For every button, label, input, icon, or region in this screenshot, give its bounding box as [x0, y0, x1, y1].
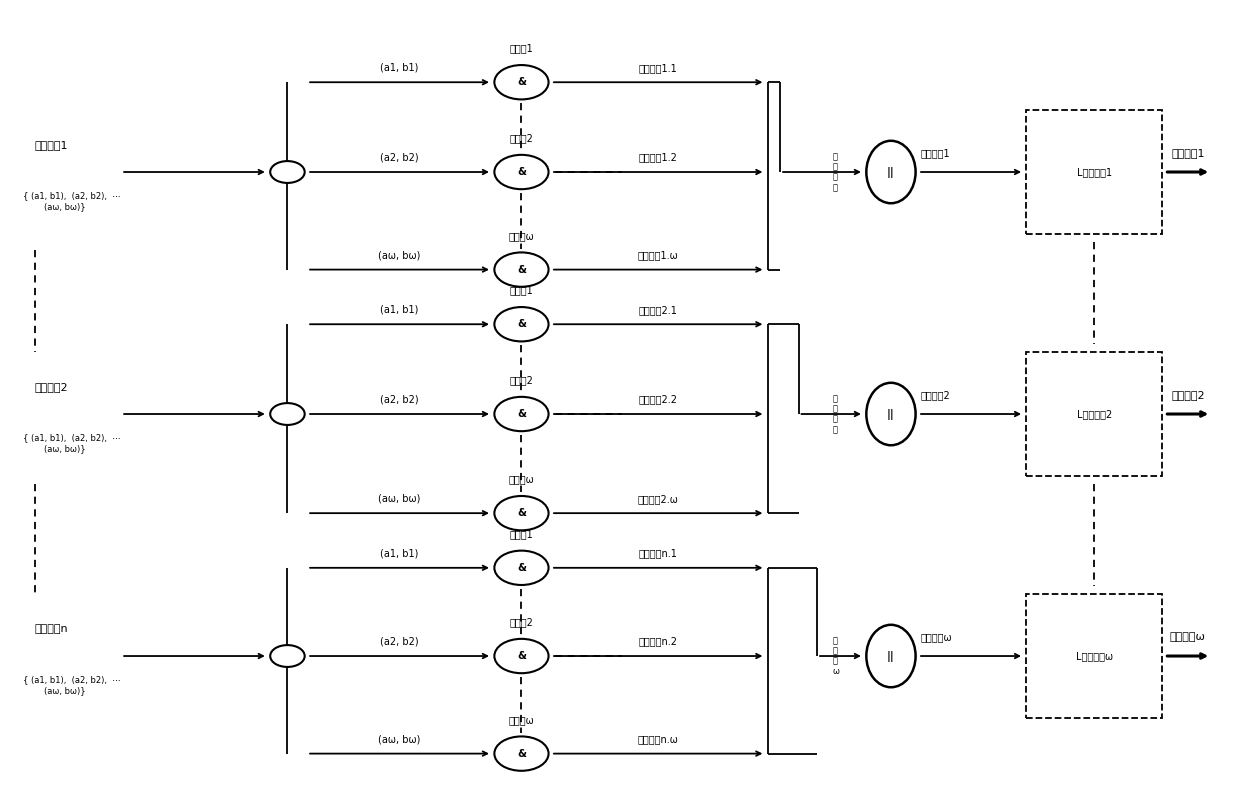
Text: (a2, b2): (a2, b2)	[381, 394, 419, 405]
Text: 与运算1: 与运算1	[510, 43, 533, 54]
Text: 支路信号n.2: 支路信号n.2	[639, 637, 678, 647]
Text: 与运算2: 与运算2	[510, 133, 533, 143]
Text: L位寄存器2: L位寄存器2	[1076, 409, 1112, 419]
Text: 支路信号1.1: 支路信号1.1	[639, 63, 677, 73]
Ellipse shape	[867, 383, 915, 445]
Text: &: &	[517, 409, 526, 419]
Text: 编码信号2: 编码信号2	[1172, 390, 1205, 400]
Text: (a1, b1): (a1, b1)	[381, 63, 419, 73]
Text: { (a1, b1),  (a2, b2),  ⋯
        (aω, bω)}: { (a1, b1), (a2, b2), ⋯ (aω, bω)}	[22, 675, 120, 695]
Text: (aω, bω): (aω, bω)	[378, 494, 420, 504]
Text: 编码信号2: 编码信号2	[920, 390, 950, 400]
Ellipse shape	[867, 140, 915, 204]
Circle shape	[495, 307, 548, 342]
Text: ||: ||	[887, 166, 895, 178]
Text: { (a1, b1),  (a2, b2),  ⋯
        (aω, bω)}: { (a1, b1), (a2, b2), ⋯ (aω, bω)}	[22, 433, 120, 453]
Text: &: &	[517, 749, 526, 758]
Ellipse shape	[867, 625, 915, 687]
Text: L位寄存器ω: L位寄存器ω	[1075, 651, 1112, 661]
Circle shape	[495, 551, 548, 585]
Text: 编码信号ω: 编码信号ω	[920, 632, 952, 642]
Text: &: &	[517, 563, 526, 573]
Text: (aω, bω): (aω, bω)	[378, 735, 420, 744]
Circle shape	[495, 639, 548, 673]
Circle shape	[495, 397, 548, 432]
Text: 与运算ω: 与运算ω	[508, 715, 534, 725]
Bar	[1027, 352, 1162, 477]
Circle shape	[495, 736, 548, 771]
Text: 或
运
算
ω: 或 运 算 ω	[832, 636, 839, 676]
Text: 用户数据2: 用户数据2	[35, 382, 68, 392]
Text: (a2, b2): (a2, b2)	[381, 152, 419, 163]
Text: { (a1, b1),  (a2, b2),  ⋯
        (aω, bω)}: { (a1, b1), (a2, b2), ⋯ (aω, bω)}	[22, 192, 120, 211]
Text: (a1, b1): (a1, b1)	[381, 548, 419, 559]
Text: 支路信号2.ω: 支路信号2.ω	[637, 494, 678, 504]
Text: L位寄存器1: L位寄存器1	[1076, 167, 1112, 177]
Text: 或
运
算
二: 或 运 算 二	[833, 394, 838, 434]
Circle shape	[270, 403, 305, 425]
Text: 与运算1: 与运算1	[510, 529, 533, 539]
Text: (aω, bω): (aω, bω)	[378, 250, 420, 260]
Circle shape	[270, 645, 305, 667]
Text: 编码信号1: 编码信号1	[1172, 148, 1205, 158]
Text: 用户数据n: 用户数据n	[35, 624, 68, 634]
Circle shape	[270, 161, 305, 183]
Text: ||: ||	[887, 650, 895, 661]
Text: 支路信号n.1: 支路信号n.1	[639, 548, 677, 559]
Text: 支路信号2.2: 支路信号2.2	[639, 394, 678, 405]
Text: &: &	[517, 508, 526, 518]
Text: 支路信号2.1: 支路信号2.1	[639, 305, 677, 315]
Text: &: &	[517, 320, 526, 329]
Text: 支路信号1.ω: 支路信号1.ω	[637, 250, 678, 260]
Text: 用户数据1: 用户数据1	[35, 140, 68, 150]
Text: &: &	[517, 651, 526, 661]
Circle shape	[495, 496, 548, 530]
Text: 或
运
算
一: 或 运 算 一	[833, 152, 838, 192]
Text: 支路信号n.ω: 支路信号n.ω	[637, 735, 678, 744]
Circle shape	[495, 155, 548, 189]
Text: 与运算2: 与运算2	[510, 375, 533, 385]
Circle shape	[495, 65, 548, 99]
Bar	[1027, 593, 1162, 719]
Text: 与运算1: 与运算1	[510, 286, 533, 295]
Text: &: &	[517, 264, 526, 275]
Text: 与运算ω: 与运算ω	[508, 230, 534, 241]
Text: (a2, b2): (a2, b2)	[381, 637, 419, 647]
Circle shape	[495, 252, 548, 286]
Text: &: &	[517, 77, 526, 88]
Text: ||: ||	[887, 409, 895, 420]
Bar	[1027, 110, 1162, 234]
Text: 支路信号1.2: 支路信号1.2	[639, 152, 677, 163]
Text: 与运算ω: 与运算ω	[508, 474, 534, 484]
Text: (a1, b1): (a1, b1)	[381, 305, 419, 315]
Text: 编码信号ω: 编码信号ω	[1169, 632, 1205, 642]
Text: &: &	[517, 167, 526, 177]
Text: 与运算2: 与运算2	[510, 617, 533, 627]
Text: 编码信号1: 编码信号1	[920, 148, 950, 158]
